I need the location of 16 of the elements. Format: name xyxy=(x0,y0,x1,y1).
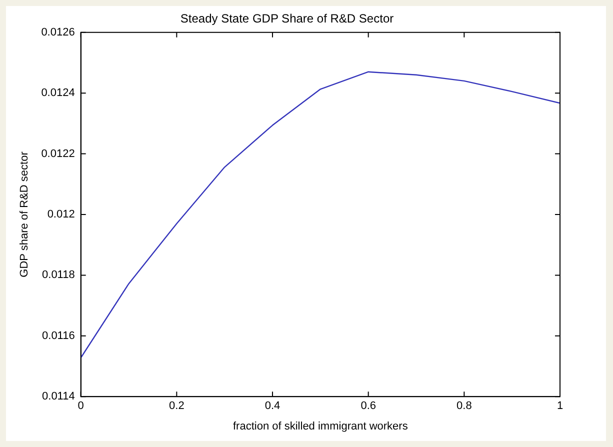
y-axis-title: GDP share of R&D sector xyxy=(18,151,31,278)
x-tick-label: 0.8 xyxy=(456,400,472,412)
x-tick-label: 0 xyxy=(78,400,84,412)
y-tick-label: 0.0124 xyxy=(41,87,75,100)
y-tick-label: 0.0118 xyxy=(42,269,75,282)
chart-title: Steady State GDP Share of R&D Sector xyxy=(180,12,394,26)
y-tick-label: 0.0126 xyxy=(41,26,75,38)
y-tick-label: 0.012 xyxy=(47,208,75,221)
y-tick-label: 0.0116 xyxy=(42,330,75,342)
x-tick-label: 0.2 xyxy=(169,400,184,412)
x-tick-label: 0.4 xyxy=(264,400,280,412)
y-tick-label: 0.0122 xyxy=(41,148,75,160)
x-axis-title: fraction of skilled immigrant workers xyxy=(233,420,408,432)
x-tick-label: 1 xyxy=(556,400,564,412)
y-tick-label: 0.0114 xyxy=(42,390,75,403)
x-tick-label: 0.6 xyxy=(360,400,376,412)
